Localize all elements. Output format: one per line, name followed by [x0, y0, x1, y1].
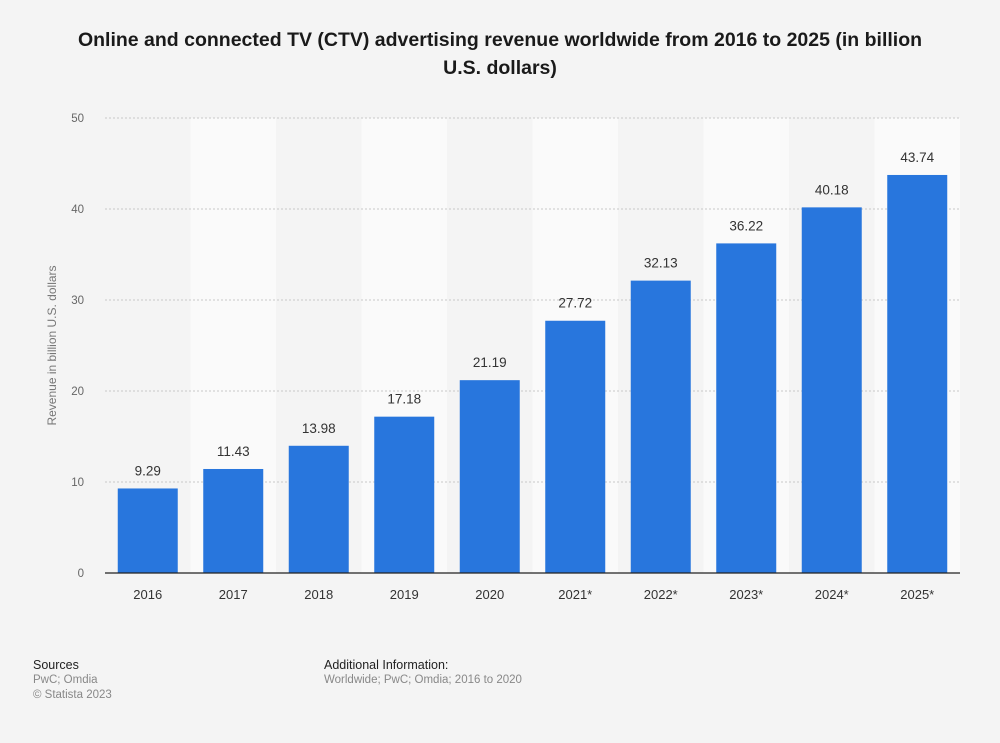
value-labels: 9.29 11.43 13.98 17.18 21.19 27.72 32.13 36.22 4…: [135, 150, 935, 478]
y-tick-label: 40: [71, 204, 84, 216]
y-tick-label: 50: [71, 113, 84, 125]
bar: [374, 416, 435, 573]
x-tick-label: 2025*: [900, 587, 934, 602]
sources-block: Sources PwC; Omdia © Statista 2023: [33, 658, 112, 703]
value-label: 40.18: [815, 182, 849, 197]
x-tick-label: 2019: [390, 587, 419, 602]
bar: [630, 280, 691, 573]
x-tick-label: 2021*: [558, 587, 592, 602]
additional-info-block: Additional Information: Worldwide; PwC; …: [324, 658, 522, 688]
value-label: 43.74: [900, 150, 934, 165]
y-axis-ticks: 0 10 20 30 40 50: [71, 113, 84, 580]
x-tick-label: 2020: [475, 587, 504, 602]
bar: [288, 445, 349, 573]
bar: [545, 320, 606, 573]
additional-info-text: Worldwide; PwC; Omdia; 2016 to 2020: [324, 674, 522, 686]
value-label: 17.18: [387, 392, 421, 407]
bar: [887, 174, 948, 573]
bars: [117, 174, 948, 573]
chart-title: Online and connected TV (CTV) advertisin…: [77, 29, 923, 79]
copyright-text: © Statista 2023: [33, 689, 112, 701]
x-tick-label: 2018: [304, 587, 333, 602]
x-tick-label: 2017: [219, 587, 248, 602]
value-label: 32.13: [644, 256, 678, 271]
bar: [801, 207, 862, 573]
bar: [203, 468, 264, 573]
value-label: 11.43: [217, 444, 250, 459]
y-axis-label: Revenue in billion U.S. dollars: [45, 265, 59, 425]
sources-text: PwC; Omdia: [33, 674, 98, 686]
bar: [459, 380, 520, 573]
y-tick-label: 0: [78, 568, 84, 580]
value-label: 27.72: [558, 296, 592, 311]
value-label: 36.22: [729, 218, 763, 233]
additional-info-heading: Additional Information:: [324, 658, 449, 672]
y-tick-label: 20: [71, 386, 84, 398]
bar: [117, 488, 178, 573]
x-axis-ticks: 2016 2017 2018 2019 2020 2021* 2022* 2023* 2024*…: [133, 587, 934, 602]
y-tick-label: 10: [71, 477, 84, 489]
value-label: 13.98: [302, 421, 336, 436]
value-label: 9.29: [135, 463, 161, 478]
x-tick-label: 2023*: [729, 587, 763, 602]
value-label: 21.19: [473, 355, 507, 370]
x-tick-label: 2016: [133, 587, 162, 602]
x-tick-label: 2024*: [815, 587, 849, 602]
y-tick-label: 30: [71, 295, 84, 307]
x-tick-label: 2022*: [644, 587, 678, 602]
bar: [716, 243, 777, 573]
sources-heading: Sources: [33, 658, 79, 672]
